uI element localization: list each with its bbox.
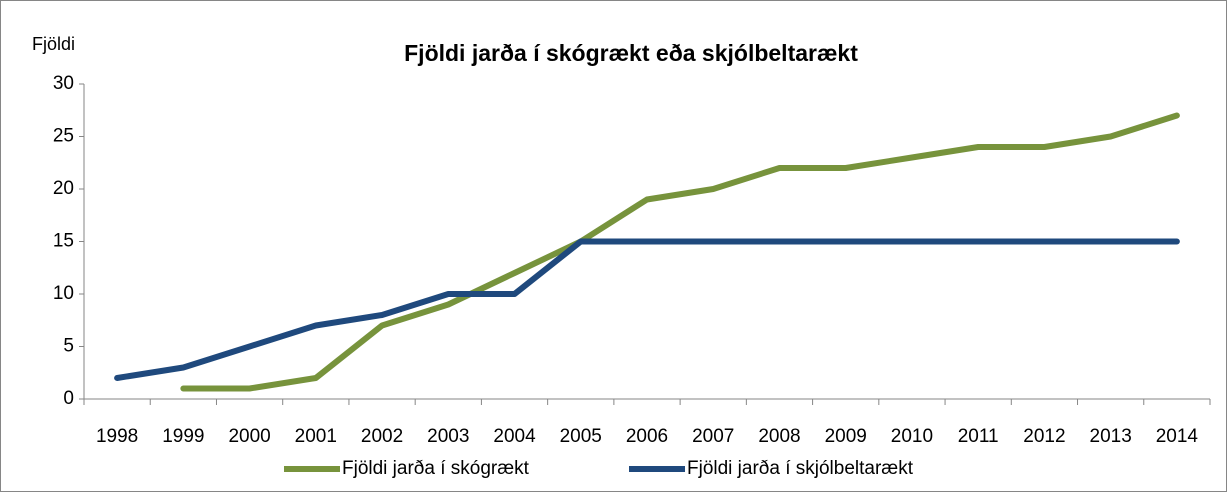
x-tick-label: 2011 <box>958 426 999 447</box>
series-line <box>114 238 1180 381</box>
x-tick-label: 2005 <box>560 426 602 447</box>
x-tick-label: 2001 <box>295 426 337 447</box>
x-tick-label: 2002 <box>361 426 403 447</box>
legend-label: Fjöldi jarða í skjólbeltarækt <box>687 458 914 479</box>
y-tick-label: 15 <box>53 231 74 252</box>
x-tick-label: 2003 <box>427 426 469 447</box>
x-tick-label: 2012 <box>1023 426 1065 447</box>
series-line <box>180 112 1180 392</box>
x-tick-label: 2004 <box>493 426 536 447</box>
x-tick-label: 1998 <box>96 426 138 447</box>
x-tick-label: 2008 <box>758 426 800 447</box>
y-tick-label: 30 <box>53 73 74 94</box>
x-tick-label: 2010 <box>891 426 933 447</box>
x-tick-label: 2006 <box>626 426 668 447</box>
y-tick-label: 10 <box>53 283 74 304</box>
y-tick-label: 0 <box>63 388 74 409</box>
x-tick-label: 1999 <box>162 426 204 447</box>
y-tick-label: 5 <box>63 336 74 357</box>
y-tick-label: 20 <box>53 178 74 199</box>
chart-title: Fjöldi jarða í skógrækt eða skjólbeltaræ… <box>404 40 858 66</box>
y-tick-label: 25 <box>53 126 74 147</box>
x-tick-label: 2014 <box>1156 426 1199 447</box>
x-tick-label: 2007 <box>692 426 734 447</box>
x-tick-label: 2009 <box>825 426 867 447</box>
x-tick-label: 2000 <box>228 426 270 447</box>
y-axis-label: Fjöldi <box>32 34 75 54</box>
x-tick-label: 2013 <box>1090 426 1132 447</box>
legend-label: Fjöldi jarða í skógrækt <box>342 458 530 479</box>
